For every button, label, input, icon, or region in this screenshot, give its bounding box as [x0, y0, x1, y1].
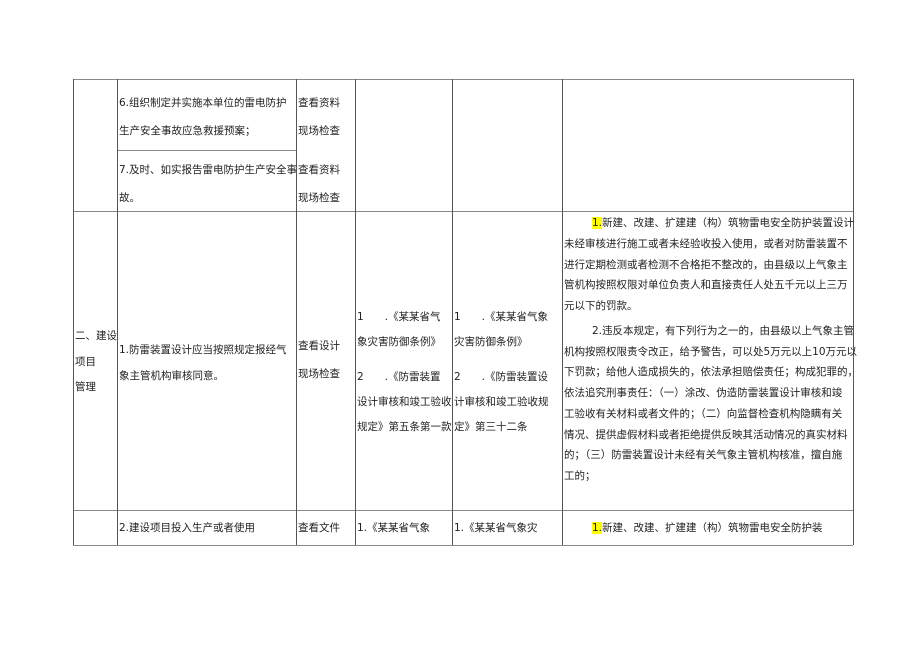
- row-divider: [73, 510, 853, 511]
- text-line: 管机构按照权限对单位负责人和直接责任人处五千元以上三万: [564, 279, 848, 291]
- text-line: 象灾害防御条例》: [357, 336, 441, 348]
- item-text: 故。: [119, 192, 140, 204]
- highlighted-number: 1.: [592, 522, 603, 534]
- text-line: 2 .《防雷装置设: [454, 371, 549, 383]
- method-text: 现场检查: [298, 368, 340, 380]
- item-text: 2.建设项目投入生产或者使用: [119, 522, 256, 534]
- table-bottom-border: [73, 545, 853, 546]
- text-line: 定》第三十二条: [454, 421, 528, 433]
- text-line: 工验收有关材料或者文件的；（二）向监督检查机构隐瞒有关: [564, 407, 843, 420]
- penalty-basis-text: 1.《某某省气象灾: [454, 522, 538, 534]
- text-line: 规定》第五条第一款: [357, 421, 452, 433]
- text-line: 元以下的罚款。: [564, 299, 638, 312]
- table-top-border: [73, 79, 853, 80]
- method-text: 查看资料: [298, 97, 340, 109]
- column-divider: [296, 79, 297, 545]
- method-text: 查看文件: [298, 522, 340, 534]
- text-line: 灾害防御条例》: [454, 336, 528, 348]
- text-line: 设计审核和竣工验收: [357, 396, 452, 408]
- text-line: 2.违反本规定，有下列行为之一的，由县级以上气象主管: [592, 325, 855, 337]
- category-text: 项目: [75, 356, 96, 368]
- method-text: 查看资料: [298, 164, 340, 176]
- text-line: 机构按照权限责令改正，给予警告，可以处5万元以上10万元以: [564, 345, 858, 358]
- penalty-text: 1.新建、改建、扩建建（构）筑物雷电安全防护装: [592, 522, 823, 534]
- column-divider: [853, 79, 854, 545]
- text-line: 2 .《防雷装置: [357, 371, 441, 383]
- item-text: 生产安全事故应急救援预案；: [119, 125, 256, 137]
- category-text: 二、建设: [75, 330, 117, 342]
- text-line: 工的；: [564, 469, 596, 482]
- row-divider: [117, 150, 296, 151]
- penalty-paragraph-1: 1.新建、改建、扩建建（构）筑物雷电安全防护装置设计: [592, 217, 855, 229]
- method-text: 查看设计: [298, 340, 340, 352]
- text-line: 依法追究刑事责任：（一）涂改、伪造防雷装置设计审核和竣: [564, 387, 843, 400]
- text-line: 下罚款；给他人造成损失的，依法承担赔偿责任；构成犯罪的，: [564, 366, 858, 379]
- text-line: 进行定期检测或者检测不合格拒不整改的，由县级以上气象主: [564, 258, 848, 271]
- text-line: 的；（三）防雷装置设计未经有关气象主管机构核准，擅自施: [564, 449, 843, 462]
- highlighted-number: 1.: [592, 217, 603, 229]
- column-divider: [562, 79, 563, 545]
- item-text: 象主管机构审核同意。: [119, 370, 224, 382]
- text-line: 未经审核进行施工或者未经验收投入使用，或者对防雷装置不: [564, 238, 848, 250]
- column-divider: [452, 79, 453, 545]
- text-line: 情况、提供虚假材料或者拒绝提供反映其活动情况的真实材料: [564, 428, 848, 441]
- column-divider: [73, 79, 74, 545]
- basis-text: 1.《某某省气象: [357, 522, 431, 534]
- text-line: 1 .《某某省气象: [454, 311, 549, 323]
- column-divider: [117, 79, 118, 545]
- text-line: 1 .《某某省气: [357, 311, 441, 323]
- item-text: 7.及时、如实报告雷电防护生产安全事: [119, 164, 298, 176]
- text-line: 计审核和竣工验收规: [454, 396, 549, 408]
- item-text: 1.防雷装置设计应当按照规定报经气: [119, 344, 287, 356]
- item-text: 6.组织制定并实施本单位的雷电防护: [119, 97, 287, 109]
- method-text: 现场检查: [298, 125, 340, 137]
- column-divider: [355, 79, 356, 545]
- method-text: 现场检查: [298, 192, 340, 204]
- category-text: 管理: [75, 381, 96, 393]
- row-divider: [73, 211, 853, 212]
